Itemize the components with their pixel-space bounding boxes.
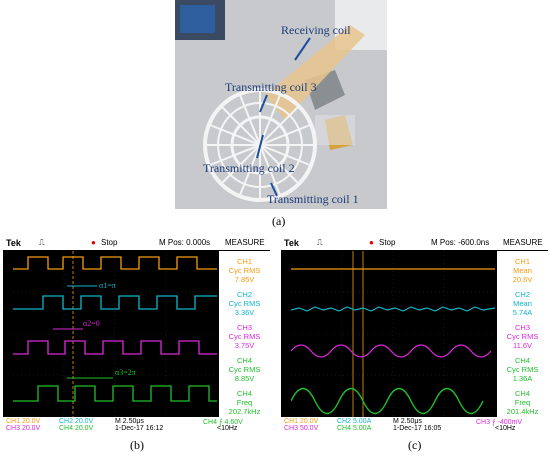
- scope-c-measure-panel: CH1 Mean 20.6V CH2 Mean 5.74A CH3 Cyc RMS 11.6…: [497, 251, 548, 417]
- footer-date: 1-Dec-17 16:12: [115, 425, 164, 432]
- measure-ch1: CH1 Cyc RMS 7.85V: [228, 257, 261, 284]
- scope-c-footer: CH1 20.0V CH2 5.00A CH3 50.0V CH4 5.00A …: [281, 417, 548, 432]
- transmitting-coil-3-label: Transmitting coil 3: [225, 80, 317, 94]
- stop-label: Stop: [379, 238, 396, 247]
- footer-time: M 2.50μs: [393, 418, 422, 425]
- footer-ch4: CH4 20.0V: [59, 425, 94, 432]
- footer-ch1: CH1 20.0V: [6, 418, 41, 425]
- trigger-icon: ⎍: [317, 238, 323, 247]
- footer-ch1: CH1 20.0V: [284, 418, 319, 425]
- footer-ch2: CH2 5.00A: [337, 418, 372, 425]
- measure-ch3: CH3 Cyc RMS 3.75V: [228, 323, 261, 350]
- stop-icon: ●: [91, 238, 96, 247]
- alpha3-annotation: α3=2π: [115, 368, 136, 377]
- measure-ch4-rms: CH4 Cyc RMS 1.36A: [506, 356, 539, 383]
- scope-c: Tek ⎍ ● Stop M Pos: -600.0ns MEASURE CH1…: [281, 236, 548, 432]
- measure-ch3: CH3 Cyc RMS 11.6V: [506, 323, 539, 350]
- mpos-label: M Pos: 0.000s: [159, 238, 211, 247]
- footer-trigger: CH3 ⨍ -400mV: [476, 419, 523, 426]
- coil-photo-drawing: Receiving coil Transmitting coil 3 Trans…: [175, 0, 387, 209]
- scope-b-footer: CH1 20.0V CH2 20.0V CH3 20.0V CH4 20.0V …: [3, 417, 270, 432]
- scope-c-header: Tek ⎍ ● Stop M Pos: -600.0ns MEASURE: [281, 236, 548, 250]
- footer-date: 1-Dec-17 16:05: [393, 425, 442, 432]
- scope-b-header: Tek ⎍ ● Stop M Pos: 0.000s MEASURE: [3, 236, 270, 250]
- footer-ch2: CH2 20.0V: [59, 418, 94, 425]
- measure-ch4-freq: CH4 Freq 202.7kHz: [228, 389, 261, 416]
- measure-ch4-freq: CH4 Freq 201.4kHz: [506, 389, 539, 416]
- alpha1-annotation: α1=π: [99, 281, 116, 290]
- measure-title: MEASURE: [503, 238, 543, 247]
- footer-freq: <10Hz: [217, 425, 238, 432]
- scope-c-waveforms: [291, 251, 495, 417]
- alpha2-annotation: α2=0: [83, 319, 100, 328]
- scope-b-measure-panel: CH1 Cyc RMS 7.85V CH2 Cyc RMS 3.36V CH3 Cyc R…: [219, 251, 270, 417]
- brand-label: Tek: [284, 238, 299, 248]
- measure-ch4-rms: CH4 Cyc RMS 8.85V: [228, 356, 261, 383]
- footer-ch3: CH3 20.0V: [6, 425, 41, 432]
- measure-ch1: CH1 Mean 20.6V: [512, 257, 533, 284]
- footer-ch3: CH3 50.0V: [284, 425, 319, 432]
- measure-ch2: CH2 Mean 5.74A: [512, 290, 533, 317]
- caption-b: (b): [130, 438, 144, 452]
- transmitting-coil-2-label: Transmitting coil 2: [203, 161, 295, 175]
- caption-c: (c): [408, 438, 422, 452]
- stop-label: Stop: [101, 238, 118, 247]
- measure-title: MEASURE: [225, 238, 265, 247]
- trigger-icon: ⎍: [39, 238, 45, 247]
- coil-setup-photo: Receiving coil Transmitting coil 3 Trans…: [175, 0, 387, 209]
- caption-a: (a): [272, 214, 286, 228]
- footer-ch4: CH4 5.00A: [337, 425, 372, 432]
- footer-freq: <10Hz: [495, 425, 516, 432]
- measure-ch2: CH2 Cyc RMS 3.36V: [228, 290, 261, 317]
- transmitting-coil-1-label: Transmitting coil 1: [267, 192, 359, 206]
- brand-label: Tek: [6, 238, 21, 248]
- receiving-coil-label: Receiving coil: [281, 23, 351, 37]
- footer-trigger: CH4 ⨍ 4.60V: [203, 419, 243, 426]
- scope-b: Tek ⎍ ● Stop M Pos: 0.000s MEASURE α1=π …: [3, 236, 270, 432]
- stop-icon: ●: [369, 238, 374, 247]
- scope-b-waveforms: α1=π α2=0 α3=2π: [13, 251, 217, 417]
- mpos-label: M Pos: -600.0ns: [431, 238, 490, 247]
- footer-time: M 2.50μs: [115, 418, 144, 425]
